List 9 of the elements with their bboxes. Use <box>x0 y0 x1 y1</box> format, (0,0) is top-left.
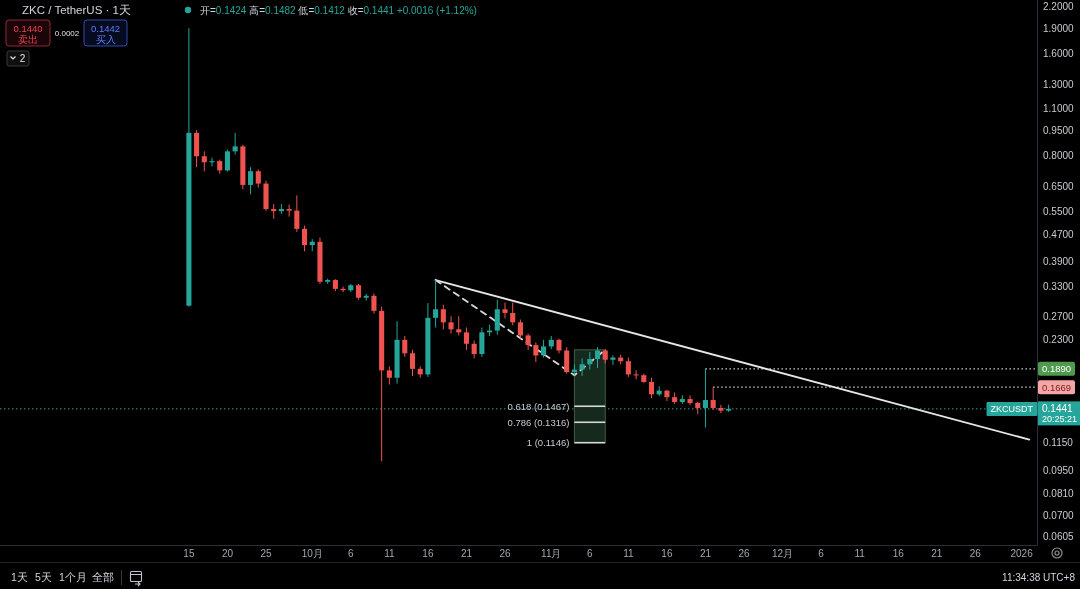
annotation: 0.1442 <box>90 22 121 34</box>
annotation: 买入 <box>95 34 116 45</box>
annotation: 卖出 <box>18 34 38 45</box>
ref-line-label: ZKCUSDT <box>990 403 1034 414</box>
title: ZKC / TetherUS · 1天 <box>22 4 131 16</box>
annotation: 0.1440 <box>13 22 43 34</box>
clock: 11:34:38 UTC+8 <box>1002 571 1075 583</box>
spread: 0.0002 <box>54 28 80 38</box>
annotation: 2 <box>19 53 26 64</box>
